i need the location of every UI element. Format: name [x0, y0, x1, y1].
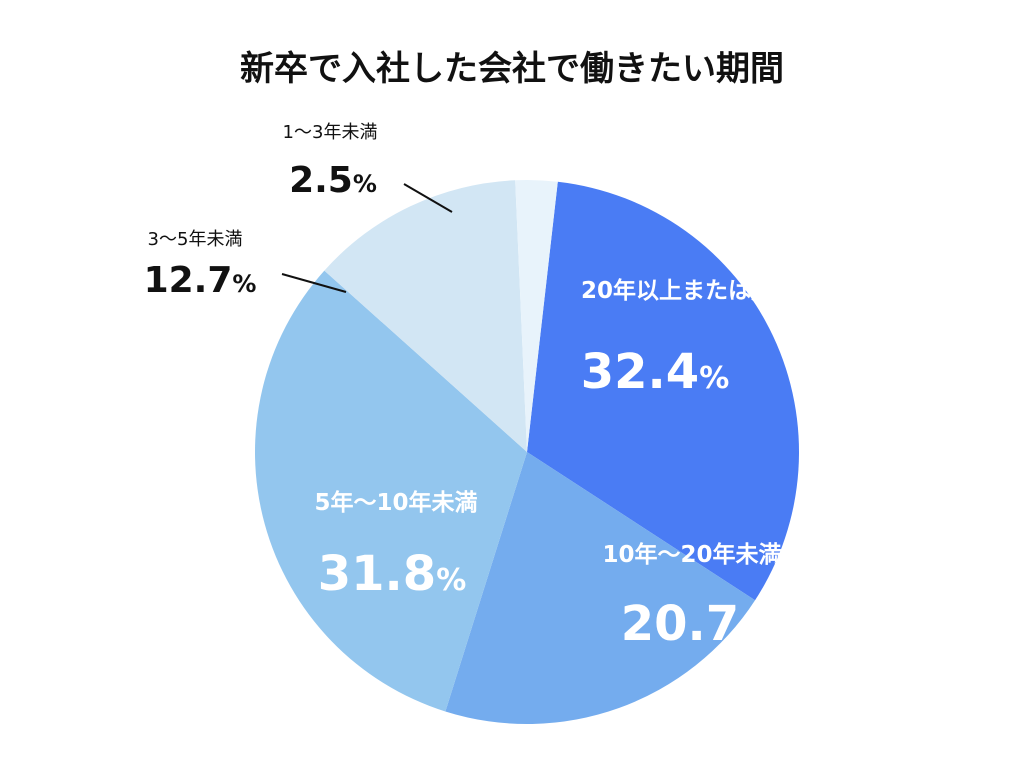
slice-percent-1: 32.4%	[581, 344, 730, 400]
pie-slice-3	[254, 270, 528, 712]
slice-percent-3: 31.8%	[318, 546, 467, 602]
pie-slice-5	[515, 180, 558, 452]
slice-percent-2: 20.7%	[621, 596, 770, 652]
pie-slice-1	[527, 181, 800, 601]
chart-title: 新卒で入社した会社で働きたい期間	[240, 49, 784, 89]
pie-slice-2	[445, 452, 756, 725]
leader-line-5	[403, 183, 453, 213]
slice-percent-5: 2.5%	[289, 160, 377, 201]
pie-slices	[254, 180, 800, 725]
leader-line-4	[281, 273, 347, 293]
slice-label-3: 5年〜10年未満	[314, 489, 477, 516]
slice-label-4: 3〜5年未満	[148, 229, 243, 250]
slice-label-5: 1〜3年未満	[283, 122, 378, 143]
slice-label-1: 20年以上または定年まで	[581, 277, 843, 304]
pie-labels: 20年以上または定年まで 32.4% 10年〜20年未満 20.7% 5年〜10年未満 3…	[144, 122, 843, 652]
slice-percent-4: 12.7%	[144, 260, 257, 301]
slice-label-2: 10年〜20年未満	[602, 541, 781, 568]
pie-slice-4	[324, 180, 527, 452]
